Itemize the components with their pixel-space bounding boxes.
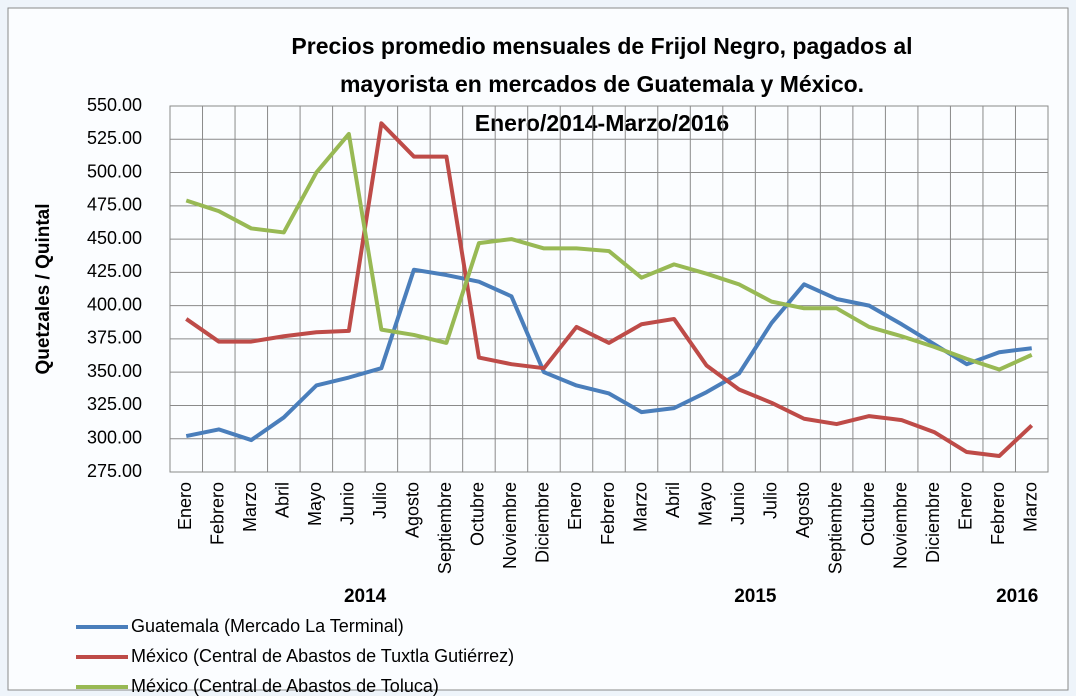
chart-title: Precios promedio mensuales de Frijol Neg… <box>291 33 912 59</box>
x-group-label: 2014 <box>344 586 387 607</box>
x-tick-label: Marzo <box>1020 482 1040 532</box>
y-tick-label: 475.00 <box>87 195 142 215</box>
x-tick-label: Diciembre <box>533 482 553 563</box>
y-tick-label: 375.00 <box>87 328 142 348</box>
x-tick-label: Junio <box>728 482 748 525</box>
legend-label: Guatemala (Mercado La Terminal) <box>131 616 404 636</box>
y-tick-label: 500.00 <box>87 161 142 181</box>
x-tick-label: Enero <box>175 482 195 530</box>
chart-subtitle: Enero/2014-Marzo/2016 <box>475 110 729 136</box>
x-tick-label: Mayo <box>695 482 715 526</box>
x-tick-label: Octubre <box>468 482 488 546</box>
y-tick-label: 275.00 <box>87 461 142 481</box>
x-tick-label: Febrero <box>598 482 618 545</box>
x-tick-label: Enero <box>565 482 585 530</box>
y-axis-title: Quetzales / Quintal <box>33 203 54 374</box>
x-tick-label: Agosto <box>403 482 423 538</box>
y-tick-label: 325.00 <box>87 394 142 414</box>
x-tick-label: Marzo <box>240 482 260 532</box>
x-tick-label: Febrero <box>208 482 228 545</box>
x-tick-label: Octubre <box>858 482 878 546</box>
x-tick-label: Julio <box>370 482 390 519</box>
x-tick-label: Junio <box>338 482 358 525</box>
x-tick-label: Abril <box>663 482 683 518</box>
x-tick-label: Abril <box>273 482 293 518</box>
x-tick-label: Noviembre <box>890 482 910 569</box>
x-tick-label: Septiembre <box>825 482 845 574</box>
x-tick-label: Agosto <box>793 482 813 538</box>
y-tick-label: 400.00 <box>87 294 142 314</box>
x-tick-label: Julio <box>760 482 780 519</box>
y-tick-label: 450.00 <box>87 228 142 248</box>
series-line <box>185 121 1034 459</box>
chart-title: mayorista en mercados de Guatemala y Méx… <box>340 71 864 97</box>
x-tick-label: Marzo <box>630 482 650 532</box>
chart-frame <box>7 7 1069 691</box>
y-tick-label: 300.00 <box>87 427 142 447</box>
x-tick-label: Febrero <box>988 482 1008 545</box>
series-line <box>185 267 1032 443</box>
x-tick-label: Mayo <box>305 482 325 526</box>
x-group-label: 2015 <box>734 586 777 607</box>
x-tick-label: Diciembre <box>923 482 943 563</box>
x-tick-label: Enero <box>955 482 975 530</box>
x-tick-label: Noviembre <box>500 482 520 569</box>
legend-label: México (Central de Abastos de Tuxtla Gut… <box>131 646 514 666</box>
legend-label: México (Central de Abastos de Toluca) <box>131 676 439 696</box>
x-tick-label: Septiembre <box>435 482 455 574</box>
y-tick-label: 425.00 <box>87 261 142 281</box>
y-tick-label: 550.00 <box>87 95 142 115</box>
series-line <box>185 131 1033 372</box>
y-tick-label: 350.00 <box>87 361 142 381</box>
x-group-label: 2016 <box>996 586 1038 607</box>
y-tick-label: 525.00 <box>87 128 142 148</box>
